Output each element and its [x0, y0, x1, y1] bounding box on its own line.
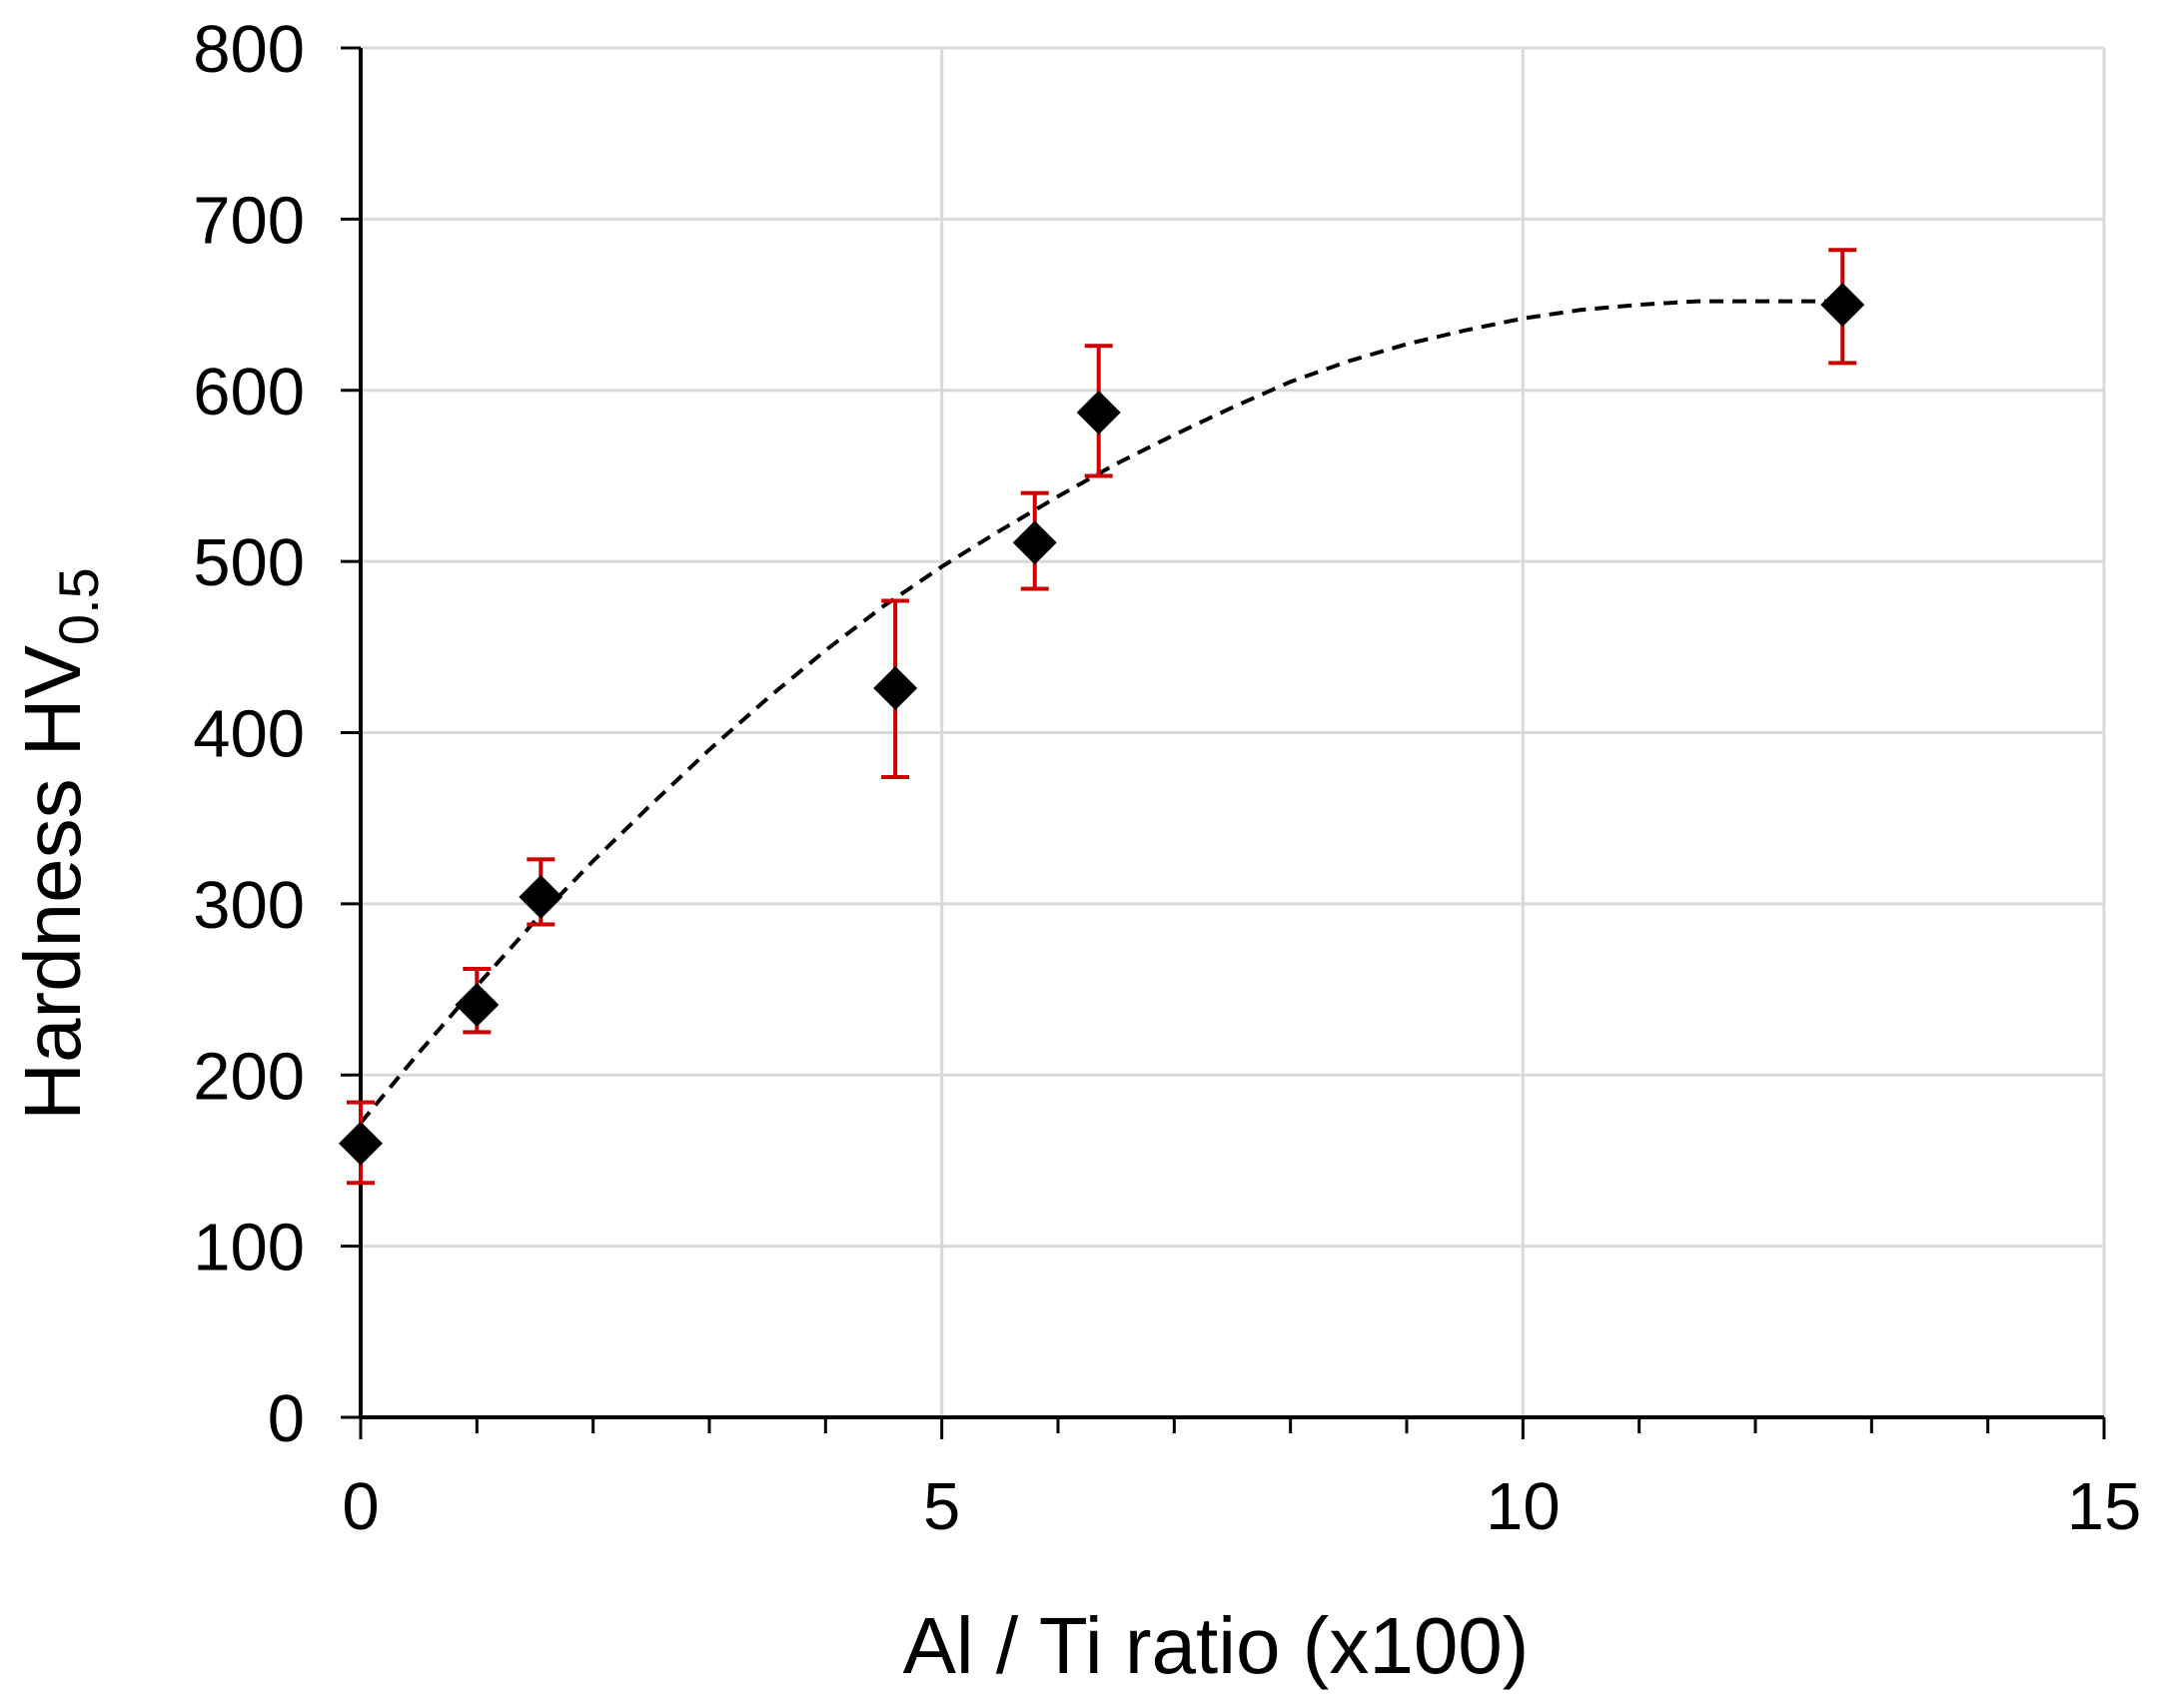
data-point-diamond: [1012, 520, 1057, 565]
y-axis-title: Hardness HV0.5: [8, 567, 110, 1121]
y-tick-label: 600: [193, 355, 305, 429]
axes: [341, 46, 2106, 1439]
x-tick-label: 10: [1486, 1469, 1561, 1544]
x-axis-title: Al / Ti ratio (x100): [903, 1601, 1530, 1690]
trendline: [359, 299, 1843, 1125]
y-axis-title-main: Hardness HV: [8, 644, 97, 1120]
y-axis-title-subscript: 0.5: [47, 567, 110, 645]
data-point-diamond: [339, 1121, 383, 1166]
tick-labels: 0 100 200 300 400 500 600 700 800 0 5 10 15: [193, 12, 2141, 1544]
y-tick-label: 100: [193, 1211, 305, 1285]
y-tick-label: 400: [193, 697, 305, 772]
gridlines: [361, 46, 2106, 1417]
x-tick-label: 15: [2067, 1469, 2142, 1544]
y-tick-label: 300: [193, 868, 305, 943]
y-tick-label: 800: [193, 12, 305, 87]
y-tick-label: 700: [193, 183, 305, 258]
y-tick-label: 0: [268, 1381, 305, 1456]
x-tick-label: 0: [342, 1469, 379, 1544]
data-point-diamond: [519, 875, 563, 920]
x-tick-label: 5: [923, 1469, 960, 1544]
y-tick-label: 200: [193, 1039, 305, 1114]
data-points: [339, 283, 1865, 1166]
data-point-diamond: [873, 665, 918, 710]
data-point-diamond: [1076, 391, 1121, 435]
y-tick-label: 500: [193, 525, 305, 600]
trendline-layer: [359, 299, 1843, 1125]
data-point-diamond: [455, 982, 500, 1027]
data-point-diamond: [1820, 283, 1865, 328]
